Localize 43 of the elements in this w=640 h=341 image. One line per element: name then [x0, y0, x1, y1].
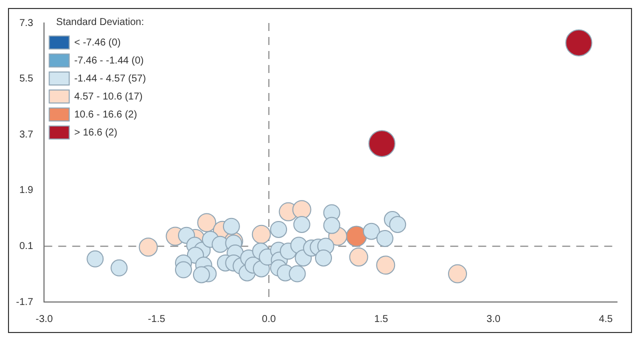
y-tick-label: 5.5: [19, 74, 34, 85]
legend-label: -7.46 - -1.44 (0): [74, 55, 144, 66]
point: [362, 222, 380, 240]
point: [323, 216, 340, 234]
point: [138, 238, 158, 257]
y-tick-label: -1.7: [16, 296, 34, 308]
y-tick-label: 7.3: [19, 18, 34, 29]
point: [110, 259, 128, 276]
point: [315, 249, 332, 266]
point: [448, 264, 468, 284]
legend-label: > 16.6 (2): [74, 127, 118, 138]
point: [86, 250, 104, 268]
x-tick-label: -3.0: [36, 314, 54, 325]
point: [222, 218, 240, 235]
legend-label: < -7.46 (0): [74, 37, 121, 48]
legend-label: 4.57 - 10.6 (17): [74, 91, 143, 102]
point: [565, 29, 592, 56]
x-tick-label: 0.0: [262, 314, 276, 325]
point: [197, 213, 216, 232]
point: [346, 226, 367, 247]
point: [192, 266, 210, 284]
point: [212, 236, 229, 253]
point: [293, 216, 310, 233]
x-tick-label: 1.5: [374, 314, 389, 325]
point: [349, 248, 368, 267]
y-tick-label: 0.1: [19, 240, 34, 252]
y-tick-label: 3.7: [19, 129, 34, 140]
legend-title: Standard Deviation:: [56, 16, 144, 28]
point: [368, 130, 396, 158]
point: [376, 256, 396, 275]
x-tick-label: 4.5: [598, 314, 614, 325]
point: [270, 220, 288, 238]
point: [288, 265, 306, 282]
point: [174, 261, 192, 278]
point: [252, 224, 271, 244]
legend-label: 10.6 - 16.6 (2): [74, 109, 138, 120]
y-tick-label: 1.9: [19, 185, 34, 196]
x-tick-label: 3.0: [486, 314, 501, 325]
legend-label: -1.44 - 4.57 (57): [74, 73, 146, 84]
point: [292, 200, 312, 220]
point: [376, 230, 394, 247]
point: [389, 216, 406, 233]
x-tick-label: -1.5: [148, 314, 166, 325]
